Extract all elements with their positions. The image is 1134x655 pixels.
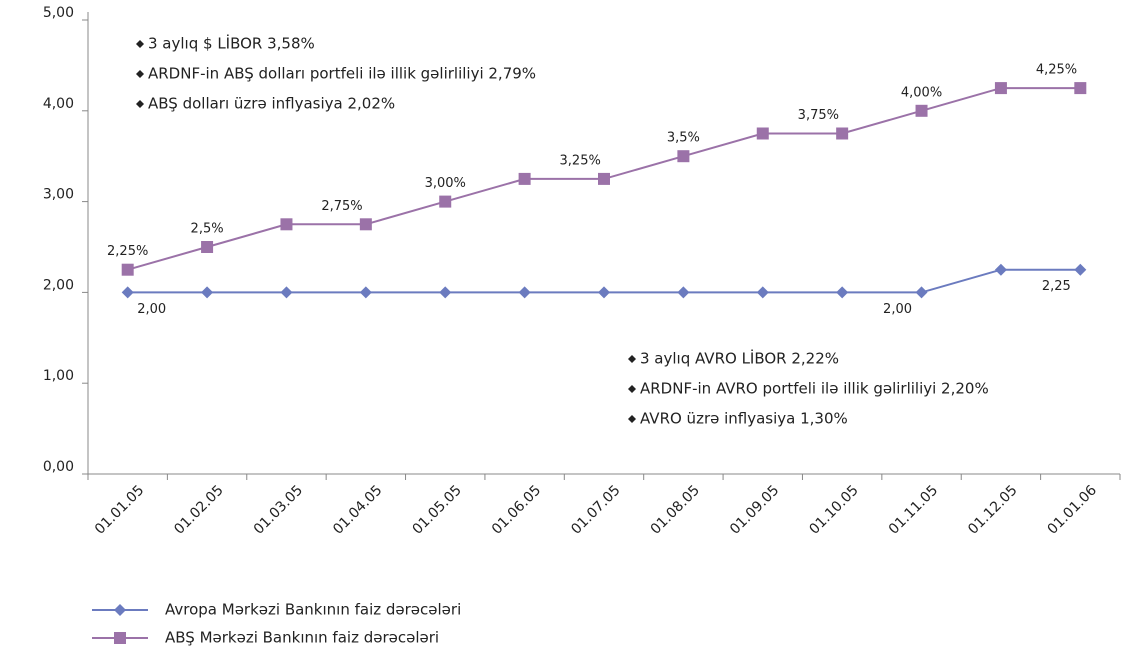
x-tick-label: 01.09.05 xyxy=(727,482,782,537)
y-tick-label: 2,00 xyxy=(43,277,74,293)
bullet xyxy=(628,415,636,423)
point xyxy=(915,104,928,117)
point xyxy=(201,286,214,299)
point xyxy=(598,172,610,185)
data-label: 4,25% xyxy=(1036,63,1077,78)
point xyxy=(359,286,372,299)
data-label: 3,25% xyxy=(560,153,601,168)
data-label: 2,00 xyxy=(137,302,166,317)
annotation: AVRO üzrə inflyasiya 1,30% xyxy=(640,410,848,428)
data-label: 2,5% xyxy=(191,222,224,237)
point xyxy=(836,127,849,140)
point xyxy=(518,286,531,299)
annotation: ARDNF-in AVRO portfeli ilə illik gəlirli… xyxy=(640,380,989,398)
x-tick-label: 01.04.05 xyxy=(330,482,385,537)
x-tick-label: 01.12.05 xyxy=(965,482,1020,537)
series: 2,25% 2,5% 2,75% 3,00% 3,25% 3,5% 3,75% 4,00% 4,… xyxy=(107,63,1087,276)
point xyxy=(121,263,134,276)
annotation: 3 aylıq AVRO LİBOR 2,22% xyxy=(640,349,839,368)
point xyxy=(201,241,214,253)
point xyxy=(280,218,293,231)
point xyxy=(121,286,134,299)
data-label: 2,00 xyxy=(883,302,912,317)
annotation: ABŞ dolları üzrə inflyasiya 2,02% xyxy=(148,95,395,113)
y-tick-label: 4,00 xyxy=(43,96,74,112)
x-tick-label: 01.08.05 xyxy=(648,482,703,537)
data-label: 2,75% xyxy=(321,199,362,214)
point xyxy=(677,150,690,163)
x-tick-label: 01.07.05 xyxy=(568,482,623,537)
x-tick-label: 01.05.05 xyxy=(409,482,464,537)
bullet xyxy=(628,385,636,393)
point xyxy=(994,263,1007,276)
data-label: 4,00% xyxy=(901,85,942,100)
data-label: 3,00% xyxy=(425,176,466,191)
series: 2,00 2,00 2,25 xyxy=(121,263,1087,317)
point xyxy=(280,286,293,299)
point xyxy=(439,195,452,208)
y-tick-label: 0,00 xyxy=(43,459,74,475)
legend-marker xyxy=(114,604,126,616)
point xyxy=(915,286,928,299)
x-tick-label: 01.03.05 xyxy=(251,482,306,537)
annotation: 3 aylıq $ LİBOR 3,58% xyxy=(148,34,315,53)
point xyxy=(1074,263,1087,276)
legend-marker xyxy=(114,632,126,644)
point xyxy=(994,82,1007,95)
data-label: 3,5% xyxy=(667,131,700,146)
data-label: 2,25 xyxy=(1042,279,1071,294)
legend-label: ABŞ Mərkəzi Bankının faiz dərəcələri xyxy=(165,629,439,647)
x-tick-label: 01.10.05 xyxy=(806,482,861,537)
bullet xyxy=(628,355,636,363)
point xyxy=(836,286,849,299)
point xyxy=(359,218,372,231)
point xyxy=(756,286,769,299)
x-tick-label: 01.06.05 xyxy=(489,482,544,537)
x-tick-label: 01.01.05 xyxy=(92,482,147,537)
x-tick-label: 01.02.05 xyxy=(171,482,226,537)
point xyxy=(518,172,531,185)
bullet xyxy=(136,70,144,78)
point xyxy=(1074,82,1087,95)
annotation: ARDNF-in ABŞ dolları portfeli ilə illik … xyxy=(148,65,536,83)
x-tick-label: 01.11.05 xyxy=(886,482,941,537)
legend-label: Avropa Mərkəzi Bankının faiz dərəcələri xyxy=(165,601,461,619)
point xyxy=(598,286,610,299)
point xyxy=(677,286,690,299)
x-tick-label: 01.01.06 xyxy=(1045,482,1100,537)
data-label: 3,75% xyxy=(798,108,839,123)
point xyxy=(439,286,452,299)
y-tick-label: 3,00 xyxy=(43,187,74,203)
data-label: 2,25% xyxy=(107,244,148,259)
y-tick-label: 1,00 xyxy=(43,368,74,384)
bullet xyxy=(136,100,144,108)
point xyxy=(756,127,769,140)
bullet xyxy=(136,40,144,48)
y-tick-label: 5,00 xyxy=(43,5,74,21)
